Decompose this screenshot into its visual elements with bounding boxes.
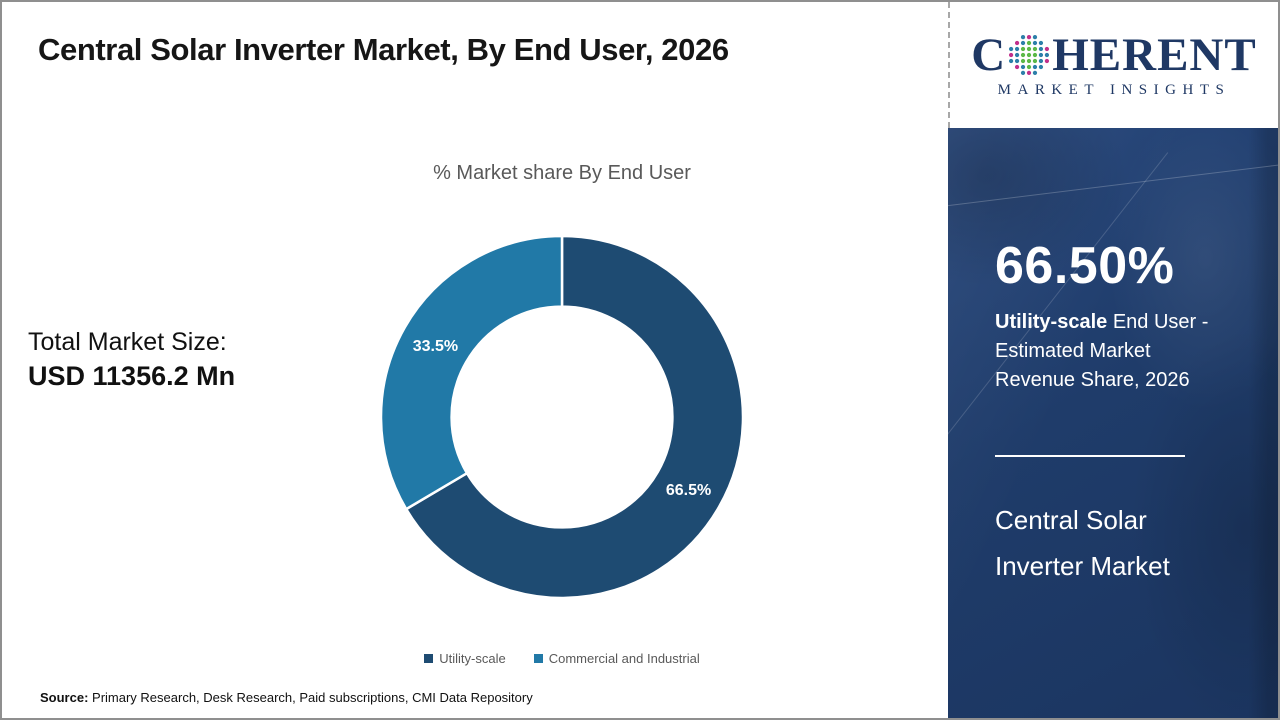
donut-slice-utility-scale [404, 234, 745, 600]
globe-dot [1045, 52, 1050, 58]
globe-dot [1021, 64, 1026, 70]
globe-dot [1015, 64, 1020, 70]
logo: C HERENT [971, 28, 1257, 81]
slice-label: 33.5% [413, 338, 458, 355]
logo-text-c: C [971, 28, 1007, 81]
globe-dot [1027, 40, 1032, 46]
globe-dot [1015, 52, 1020, 58]
logo-text-rest: HERENT [1052, 28, 1257, 81]
legend-item: Commercial and Industrial [533, 651, 700, 666]
report-name-line2: Inverter Market [995, 551, 1170, 581]
chart-legend: Utility-scale Commercial and Industrial [192, 651, 932, 666]
total-market-size: Total Market Size: USD 11356.2 Mn [28, 328, 235, 392]
globe-dot [1033, 34, 1038, 40]
globe-dot [1039, 46, 1044, 52]
sidebar-divider [995, 455, 1185, 457]
globe-dot [1015, 58, 1020, 64]
globe-dot [1009, 46, 1014, 52]
globe-dot [1039, 58, 1044, 64]
total-market-size-label: Total Market Size: [28, 328, 227, 356]
globe-dot [1015, 46, 1020, 52]
slice-label: 66.5% [666, 482, 711, 499]
report-name-line1: Central Solar [995, 505, 1147, 535]
globe-dot [1033, 40, 1038, 46]
globe-dot [1027, 34, 1032, 40]
stat-desc-bold: Utility-scale [995, 311, 1108, 333]
globe-dot [1027, 58, 1032, 64]
source-text: Primary Research, Desk Research, Paid su… [88, 690, 533, 705]
highlight-stat-value: 66.50% [995, 237, 1175, 295]
source-note: Source: Primary Research, Desk Research,… [40, 690, 533, 705]
globe-dot [1021, 34, 1026, 40]
globe-dot [1021, 46, 1026, 52]
globe-dot [1027, 70, 1032, 76]
legend-label: Utility-scale [439, 651, 506, 666]
globe-dot [1039, 64, 1044, 70]
stat-desc-rest: End User - Estimated Market Revenue Shar… [995, 311, 1209, 391]
globe-dot [1033, 64, 1038, 70]
globe-dot [1021, 58, 1026, 64]
map-streak-decoration [948, 157, 1278, 210]
globe-dot [1039, 52, 1044, 58]
globe-dot [1033, 58, 1038, 64]
highlight-stat-description: Utility-scale End User - Estimated Marke… [995, 308, 1223, 395]
globe-dot [1021, 70, 1026, 76]
globe-dot [1033, 46, 1038, 52]
globe-dot [1045, 46, 1050, 52]
globe-dot [1045, 58, 1050, 64]
globe-dot [1009, 58, 1014, 64]
total-market-size-value: USD 11356.2 Mn [28, 361, 236, 391]
legend-label: Commercial and Industrial [548, 651, 700, 666]
globe-dot [1009, 52, 1014, 58]
globe-dot [1021, 52, 1026, 58]
globe-dot [1027, 64, 1032, 70]
logo-panel: C HERENT MARKET INSIGHTS [948, 2, 1278, 128]
globe-dot [1033, 52, 1038, 58]
legend-swatch-icon [424, 654, 434, 663]
globe-dot [1021, 40, 1026, 46]
globe-dot [1033, 70, 1038, 76]
source-label: Source: [40, 690, 89, 705]
globe-dot [1027, 46, 1032, 52]
legend-swatch-icon [533, 654, 543, 663]
report-name: Central Solar Inverter Market [995, 497, 1238, 589]
globe-dot [1027, 52, 1032, 58]
logo-globe-icon [1009, 34, 1050, 76]
chart-title: % Market share By End User [433, 162, 691, 184]
donut-chart: 66.5% 33.5% [379, 234, 745, 600]
globe-dot [1015, 40, 1020, 46]
legend-item: Utility-scale [424, 651, 506, 666]
logo-tagline: MARKET INSIGHTS [997, 81, 1231, 98]
globe-dot [1039, 40, 1044, 46]
donut-slice-commercial-and-industrial [379, 234, 564, 511]
page-title: Central Solar Inverter Market, By End Us… [38, 32, 729, 67]
sidebar: 66.50% Utility-scale End User - Estimate… [948, 128, 1278, 718]
